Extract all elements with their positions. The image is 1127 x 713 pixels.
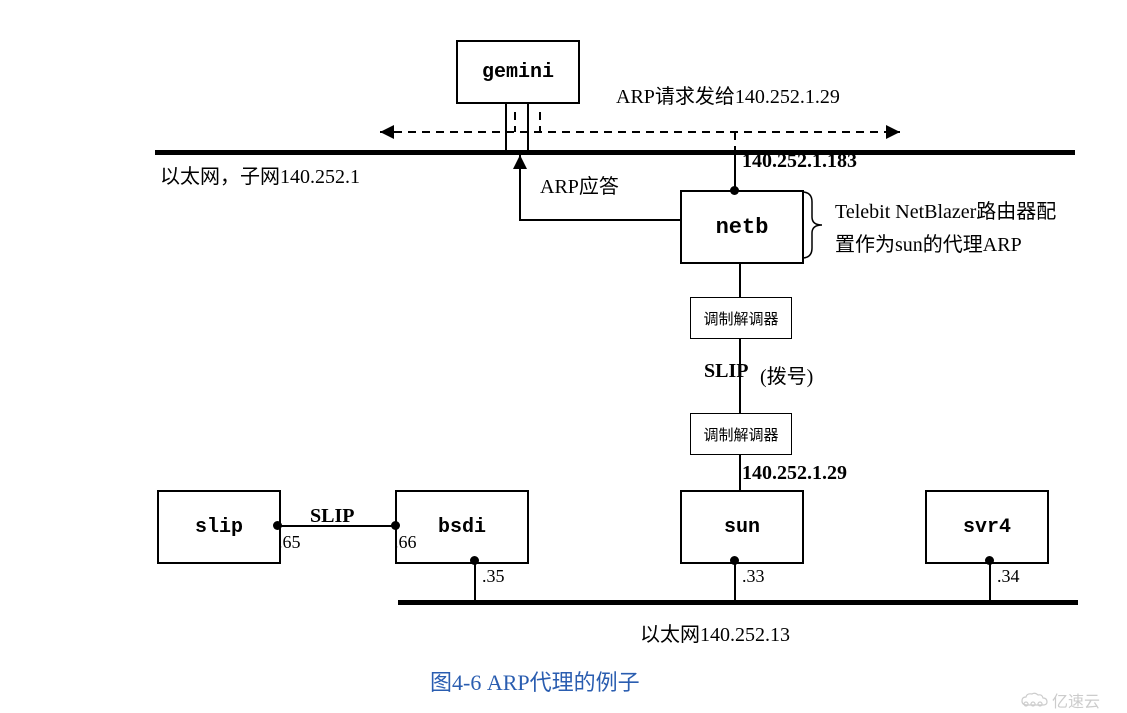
slip-link-label: SLIP [310,505,354,528]
ip-sun-label: 140.252.1.29 [742,462,847,485]
netb-to-eth-line [734,150,736,190]
slip-caps-label: SLIP [704,360,748,383]
dot33-label: .33 [742,566,765,587]
gemini-to-eth-right-line [527,100,529,150]
sun-to-eth-line [734,560,736,600]
bottom-ethernet-label: 以太网140.252.13 [640,618,790,647]
modem2-label: 调制解调器 [703,424,778,445]
cloud-icon [1020,692,1048,708]
bsdi-to-eth-line [474,560,476,600]
netb-desc1-label: Telebit NetBlazer路由器配 [835,195,1056,224]
watermark-text: 亿速云 [1052,688,1100,712]
arp-reply-label: ARP应答 [540,170,619,199]
gemini-label: gemini [482,61,554,84]
svr4-node: svr4 [925,490,1049,564]
dot35-label: .35 [482,566,505,587]
netb-to-modem1-line [739,260,741,297]
figure-caption: 图4-6 ARP代理的例子 [430,665,640,697]
netb-node: netb [680,190,804,264]
gemini-node: gemini [456,40,580,104]
sun-label: sun [724,516,760,539]
bsdi-left-dot [391,521,400,530]
netb-desc2-label: 置作为sun的代理ARP [835,228,1022,257]
sun-bottom-dot [730,556,739,565]
ip-netb-label: 140.252.1.183 [742,150,857,173]
svr4-bottom-dot [985,556,994,565]
arp-request-label: ARP请求发给140.252.1.29 [616,80,840,109]
top-ethernet-label: 以太网，子网140.252.1 [160,160,360,189]
arrows-overlay [0,0,1127,713]
watermark: 亿速云 [1020,688,1100,712]
dot65-label: .65 [278,532,301,553]
dot34-label: .34 [997,566,1020,587]
top-ethernet-line [155,150,1075,155]
modem2-node: 调制解调器 [690,413,792,455]
slip-node: slip [157,490,281,564]
dot66-label: .66 [394,532,417,553]
slip-label: slip [195,516,243,539]
netb-label: netb [716,215,769,240]
sun-node: sun [680,490,804,564]
svr4-label: svr4 [963,516,1011,539]
slip-right-dot [273,521,282,530]
modem1-node: 调制解调器 [690,297,792,339]
modem1-label: 调制解调器 [703,308,778,329]
dialup-label: (拨号) [760,360,813,389]
bsdi-bottom-dot [470,556,479,565]
bsdi-label: bsdi [438,516,486,539]
diagram-canvas: gemini netb 调制解调器 调制解调器 slip bsdi sun sv… [0,0,1127,713]
modem2-to-sun-line [739,453,741,490]
netb-top-dot [730,186,739,195]
svr4-to-eth-line [989,560,991,600]
gemini-to-eth-left-line [505,100,507,150]
bottom-ethernet-line [398,600,1078,605]
